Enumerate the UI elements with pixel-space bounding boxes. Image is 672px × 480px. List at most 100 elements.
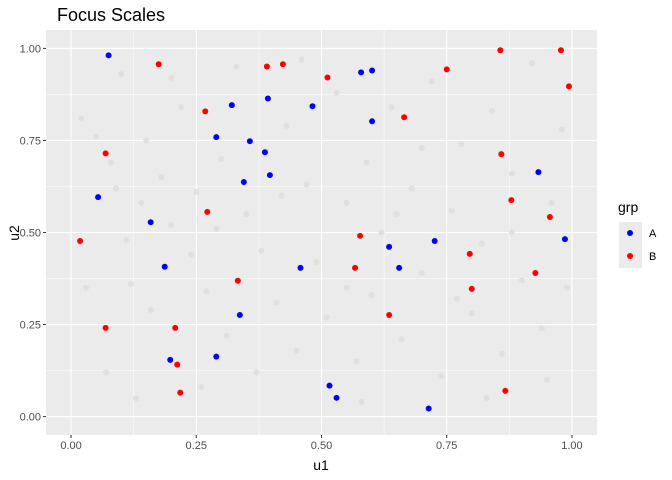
background-point (343, 200, 350, 207)
point-a (264, 95, 271, 102)
point-b (155, 61, 162, 68)
background-point (558, 126, 565, 133)
background-point (483, 395, 490, 402)
background-point (158, 174, 165, 181)
point-b (102, 324, 109, 331)
point-b (546, 214, 553, 221)
background-point (233, 63, 240, 70)
background-point (333, 89, 340, 96)
background-point (123, 236, 130, 243)
background-point (78, 115, 85, 122)
y-tick-label: 1.00 (20, 43, 41, 55)
background-point (198, 384, 205, 391)
point-a (105, 52, 112, 59)
point-b (497, 47, 504, 54)
point-b (202, 108, 209, 115)
point-b (177, 389, 184, 396)
point-b (77, 237, 84, 244)
background-point (258, 247, 265, 254)
background-point (458, 141, 465, 148)
background-point (398, 336, 405, 343)
point-a (309, 103, 316, 110)
background-point (453, 295, 460, 302)
background-point (143, 137, 150, 144)
legend: grp A B (618, 199, 657, 268)
y-tick-label: 0.25 (20, 320, 41, 332)
background-point (448, 207, 455, 214)
point-b (565, 83, 572, 90)
point-a (240, 179, 247, 186)
point-a (266, 172, 273, 179)
point-a (261, 149, 268, 156)
background-point (358, 398, 365, 405)
point-b (386, 311, 393, 318)
point-b (263, 63, 270, 70)
point-b (498, 151, 505, 158)
point-a (161, 263, 168, 270)
point-a (369, 118, 376, 125)
legend-label-b: B (649, 251, 656, 263)
background-point (133, 395, 140, 402)
background-point (148, 306, 155, 313)
point-a (326, 382, 333, 389)
background-point (343, 284, 350, 291)
point-a (297, 264, 304, 271)
background-point (353, 358, 360, 365)
x-tick-label: 1.00 (561, 440, 582, 452)
background-point (178, 104, 185, 111)
background-point (438, 373, 445, 380)
background-point (203, 288, 210, 295)
chart-title: Focus Scales (57, 5, 165, 25)
background-point (298, 56, 305, 63)
point-a (147, 219, 154, 226)
background-point (548, 200, 555, 207)
y-axis-label: u2 (6, 225, 22, 241)
background-point (138, 200, 145, 207)
background-point (103, 369, 110, 376)
background-point (168, 74, 175, 81)
background-point (498, 351, 505, 357)
background-point (168, 222, 175, 229)
background-point (128, 281, 135, 288)
background-point (478, 240, 485, 247)
background-point (193, 189, 200, 195)
background-point (363, 159, 370, 166)
background-point (393, 211, 400, 218)
background-point (408, 185, 415, 192)
background-point (528, 60, 535, 67)
point-a (167, 356, 174, 363)
x-axis-label: u1 (313, 457, 329, 473)
y-tick-label: 0.00 (20, 412, 41, 424)
background-point (293, 347, 300, 354)
point-a (431, 237, 438, 244)
background-point (213, 225, 220, 232)
point-b (466, 250, 473, 257)
point-a (333, 394, 340, 401)
point-a (386, 243, 393, 250)
background-point (273, 299, 280, 306)
background-point (93, 133, 100, 140)
background-point (113, 185, 120, 192)
y-tick-label: 0.75 (20, 135, 41, 147)
background-point (518, 277, 525, 284)
point-b (357, 232, 364, 239)
point-b (174, 361, 181, 368)
point-a (358, 69, 365, 76)
point-a (236, 311, 243, 318)
x-tick-label: 0.00 (60, 440, 81, 452)
point-b (172, 324, 179, 331)
point-b (279, 61, 286, 68)
background-point (188, 251, 195, 258)
x-tick-label: 0.50 (311, 440, 332, 452)
legend-key-a (627, 230, 633, 236)
x-tick-label: 0.25 (186, 440, 207, 452)
background-point (323, 314, 330, 321)
point-b (234, 277, 241, 284)
background-point (218, 155, 225, 162)
point-a (246, 138, 253, 145)
background-point (283, 122, 290, 129)
background-point (303, 181, 310, 188)
background-point (468, 310, 475, 317)
point-a (213, 353, 220, 360)
